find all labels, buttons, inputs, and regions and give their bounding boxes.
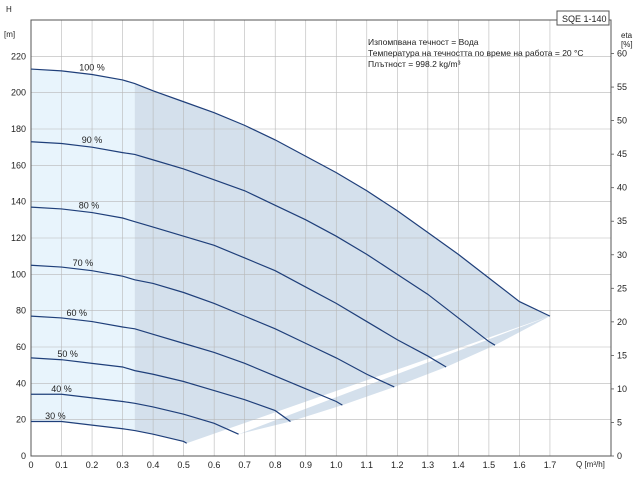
info-line-liquid: Изпомпвана течност = Вода (368, 37, 479, 47)
axes-layer: 0 0.1 0.2 0.3 0.4 0.5 0.6 0.7 0.8 0.9 1.0 1.1 1.2 1.3… (11, 19, 627, 470)
model-label: SQE 1-140 (562, 14, 607, 24)
x-tick-label: 0.7 (238, 460, 251, 470)
x-tick-label: 0 (28, 460, 33, 470)
plot-frame (30, 19, 612, 457)
x-tick-label: 0.2 (86, 460, 99, 470)
model-box (556, 10, 610, 26)
y-right-axis-unit: [%] (621, 40, 633, 49)
speed-curve (30, 315, 343, 406)
x-tick-label: 1.6 (513, 460, 526, 470)
x-tick-label: 0.3 (116, 460, 129, 470)
speed-curve (30, 206, 447, 368)
y-left-tick-label: 20 (16, 415, 26, 425)
x-tick-label: 1.1 (361, 460, 374, 470)
x-tick-label: 0.9 (299, 460, 312, 470)
x-tick-label: 0.4 (147, 460, 160, 470)
speed-curve (30, 357, 291, 422)
y-right-tick-label: 30 (617, 250, 627, 260)
y-left-tick-label: 160 (11, 160, 26, 170)
y-right-tick-label: 20 (617, 317, 627, 327)
y-right-tick-label: 15 (617, 350, 627, 360)
x-tick-label: 1.4 (452, 460, 465, 470)
x-tick-label: 1.0 (330, 460, 343, 470)
x-tick-label: 1.5 (483, 460, 496, 470)
speed-curve (30, 68, 551, 317)
y-right-tick-label: 0 (617, 451, 622, 461)
speed-curve-label: 100 % (79, 63, 105, 73)
speed-curve (31, 393, 239, 435)
y-right-axis-label: eta (621, 31, 633, 40)
y-left-axis-unit: [m] (4, 30, 15, 39)
speed-curve-label: 30 % (45, 411, 66, 421)
speed-curve-label: 60 % (67, 308, 88, 318)
info-line-density: Плътност = 998.2 kg/m³ (368, 59, 461, 69)
y-right-tick-label: 25 (617, 283, 627, 293)
x-tick-label: 0.1 (55, 460, 68, 470)
y-right-tick-label: 5 (617, 417, 622, 427)
x-tick-label: 1.3 (422, 460, 435, 470)
y-left-tick-label: 100 (11, 269, 26, 279)
area-layer (31, 69, 550, 444)
y-right-tick-label: 60 (617, 49, 627, 59)
x-tick-label: 0.6 (208, 460, 221, 470)
speed-curve-label: 70 % (73, 258, 94, 268)
speed-curve-label: 50 % (57, 349, 78, 359)
x-tick-label: 1.2 (391, 460, 404, 470)
y-left-tick-label: 40 (16, 378, 26, 388)
x-tick-label: 1.7 (544, 460, 557, 470)
curves-layer (30, 68, 551, 444)
y-right-tick-label: 50 (617, 116, 627, 126)
info-line-temperature: Температура на течността по време на раб… (368, 48, 584, 58)
x-tick-label: 0.8 (269, 460, 282, 470)
grid-layer (30, 20, 611, 457)
labels-layer: 100 % 90 % 80 % 70 % 60 % 50 % 40 % 30 % (45, 63, 105, 421)
y-right-tick-label: 55 (617, 82, 627, 92)
y-right-tick-label: 35 (617, 216, 627, 226)
speed-curve-label: 40 % (51, 384, 72, 394)
y-left-tick-label: 0 (21, 451, 26, 461)
y-right-tick-label: 40 (617, 183, 627, 193)
y-left-tick-label: 140 (11, 197, 26, 207)
y-right-tick-label: 45 (617, 149, 627, 159)
speed-curve-label: 80 % (79, 200, 100, 210)
y-left-tick-label: 60 (16, 342, 26, 352)
x-tick-label: 0.5 (177, 460, 190, 470)
y-left-tick-label: 80 (16, 306, 26, 316)
speed-curve (30, 264, 395, 388)
y-left-tick-label: 180 (11, 124, 26, 134)
speed-curve (31, 420, 187, 444)
y-left-axis-label: H (6, 5, 12, 14)
speed-curve (30, 141, 496, 346)
low-flow-area (31, 69, 135, 431)
x-axis-label: Q [m³/h] (576, 460, 605, 469)
y-left-tick-label: 120 (11, 233, 26, 243)
y-right-tick-label: 10 (617, 384, 627, 394)
y-left-tick-label: 220 (11, 51, 26, 61)
speed-curve-label: 90 % (82, 135, 103, 145)
y-left-tick-label: 200 (11, 88, 26, 98)
